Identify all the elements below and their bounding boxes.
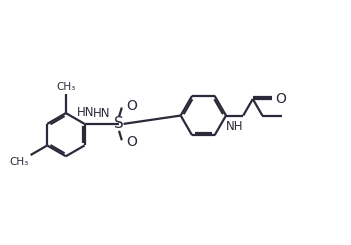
Text: HN: HN	[77, 106, 94, 119]
Text: HN: HN	[93, 107, 111, 120]
Text: NH: NH	[226, 120, 243, 133]
Text: CH₃: CH₃	[9, 157, 29, 167]
Text: O: O	[126, 99, 137, 113]
Text: O: O	[276, 92, 286, 106]
Text: S: S	[114, 116, 124, 131]
Text: O: O	[126, 135, 137, 149]
Text: CH₃: CH₃	[56, 82, 75, 92]
